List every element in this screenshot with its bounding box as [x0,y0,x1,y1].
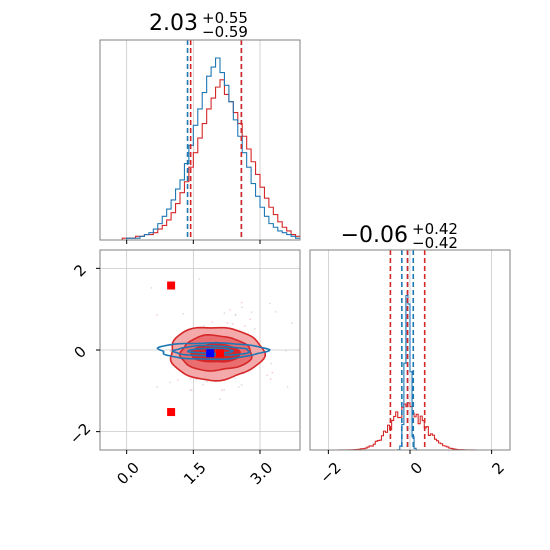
tl-frame [99,39,301,241]
bl-sample-point [156,314,158,316]
bl-y-tick-label: −2 [66,420,94,448]
br-x-tick-label: 0 [407,459,426,478]
tl-title-value: 2.03 [149,11,198,36]
tl-histograms [100,57,300,240]
bl-sample-point [266,374,269,377]
bl-sample-point [241,306,244,309]
bl-sample-point [269,378,272,380]
bl-blue-square-marker [206,349,215,358]
bl-sample-point [291,322,294,324]
bl-sample-point [336,344,338,346]
bl-sample-point [233,377,236,379]
tl-ticks [126,240,261,244]
br-title-value: −0.06 [341,223,408,248]
panel-top-left: 2.03 +0.55 −0.59 [99,9,301,244]
br-title-minus: −0.42 [412,234,458,252]
bl-sample-point [211,321,214,324]
bl-sample-point [250,311,253,313]
bl-sample-point [150,286,153,289]
bl-blue-contour-level [156,341,272,361]
tl-quantile-lines [186,40,243,240]
bl-sample-point [232,323,234,325]
bl-y-tick-label: 0 [70,342,89,361]
br-quantile-lines [389,250,426,450]
bl-sample-point [228,308,231,311]
bl-sample-point [270,362,273,365]
bl-sample-point [221,389,223,391]
bl-sample-point [244,325,246,327]
bl-red-square-marker [167,281,176,290]
bl-x-tick-label: 3.0 [247,459,277,489]
bl-sample-point [226,322,229,324]
bl-sample-point [202,383,204,386]
bl-sample-point [237,386,240,388]
br-ticks: −2 0 2 [316,450,508,487]
bl-sample-point [223,388,226,391]
br-histogram-series [310,294,510,450]
bl-sample-point [274,311,277,313]
panel-bottom-right: −2 0 2 −0.06 +0.42 −0.42 [309,220,511,487]
bl-sample-point [223,312,226,315]
bl-sample-point [189,378,192,380]
bl-sample-point [253,328,256,330]
tl-title-plus: +0.55 [202,9,248,27]
bl-sample-point [156,386,158,389]
bl-sample-point [234,313,237,316]
bl-x-tick-label: 0.0 [113,459,143,489]
br-x-tick-label: 2 [488,459,507,478]
bl-sample-point [286,385,289,388]
br-x-tick-label: −2 [316,459,344,487]
bl-sample-point [271,371,274,374]
bl-sample-point [198,278,201,280]
bl-blue-contour-level [171,344,251,357]
tl-histogram-series [100,57,300,240]
bl-x-tick-label: 1.5 [180,459,210,489]
bl-sample-point [189,388,192,391]
bl-sample-point [240,384,243,386]
bl-red-square-marker [216,349,224,358]
bl-sample-point [169,381,172,384]
bl-red-square-marker [167,408,176,417]
bl-contours [150,278,338,400]
bl-sample-point [190,389,193,392]
tl-title-minus: −0.59 [202,23,248,41]
bl-sample-point [268,302,271,305]
bl-sample-point [249,318,252,321]
bl-y-tick-label: 2 [70,261,89,280]
bl-ticks: 0.0 1.5 3.0 −2 0 2 [66,261,276,488]
bl-sample-point [169,350,172,352]
panel-bottom-left: 0.0 1.5 3.0 −2 0 2 [66,249,338,488]
bl-sample-point [219,398,221,400]
bl-sample-point [202,325,205,327]
bl-sample-point [176,378,179,381]
bl-markers [167,281,224,417]
br-title-plus: +0.42 [412,220,458,238]
bl-sample-point [182,312,184,315]
bl-sample-point [285,349,288,352]
bl-sample-point [205,380,208,383]
bl-sample-point [240,301,243,304]
